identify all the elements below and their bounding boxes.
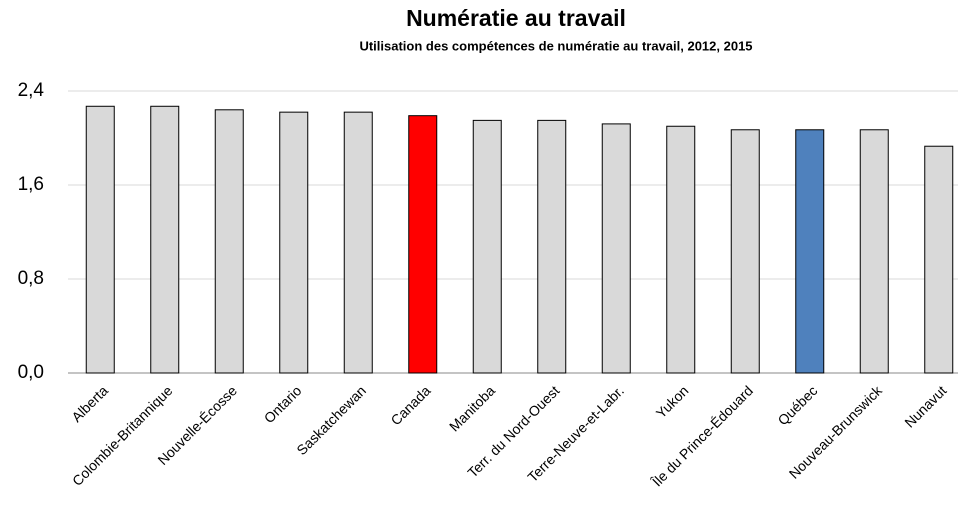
bar [343,111,373,374]
y-tick-label: 0,8 [18,268,44,289]
bar [795,129,825,374]
bar [730,129,760,374]
x-tick-label: Ontario [261,382,305,426]
bar [859,129,889,374]
y-tick-label: 0,0 [18,362,44,383]
bar [85,105,115,374]
bar [924,145,954,374]
x-tick-label: Canada [387,382,433,428]
bar [601,123,631,374]
chart-subtitle: Utilisation des compétences de numératie… [359,38,752,53]
bar [666,125,696,374]
bar [472,119,502,374]
y-tick-label: 1,6 [18,174,44,195]
x-tick-label: Nunavut [901,382,949,430]
bar [214,109,244,374]
bar [537,119,567,374]
chart-title: Numératie au travail [406,5,626,31]
bar [279,111,309,374]
bar [150,105,180,374]
y-tick-label: 2,4 [18,80,45,101]
x-tick-label: Québec [774,382,820,428]
x-tick-label: Alberta [68,382,111,425]
x-tick-label: Manitoba [446,382,498,434]
bar [408,115,438,374]
x-tick-label: Saskatchewan [293,382,369,458]
x-tick-label: Yukon [653,382,692,421]
